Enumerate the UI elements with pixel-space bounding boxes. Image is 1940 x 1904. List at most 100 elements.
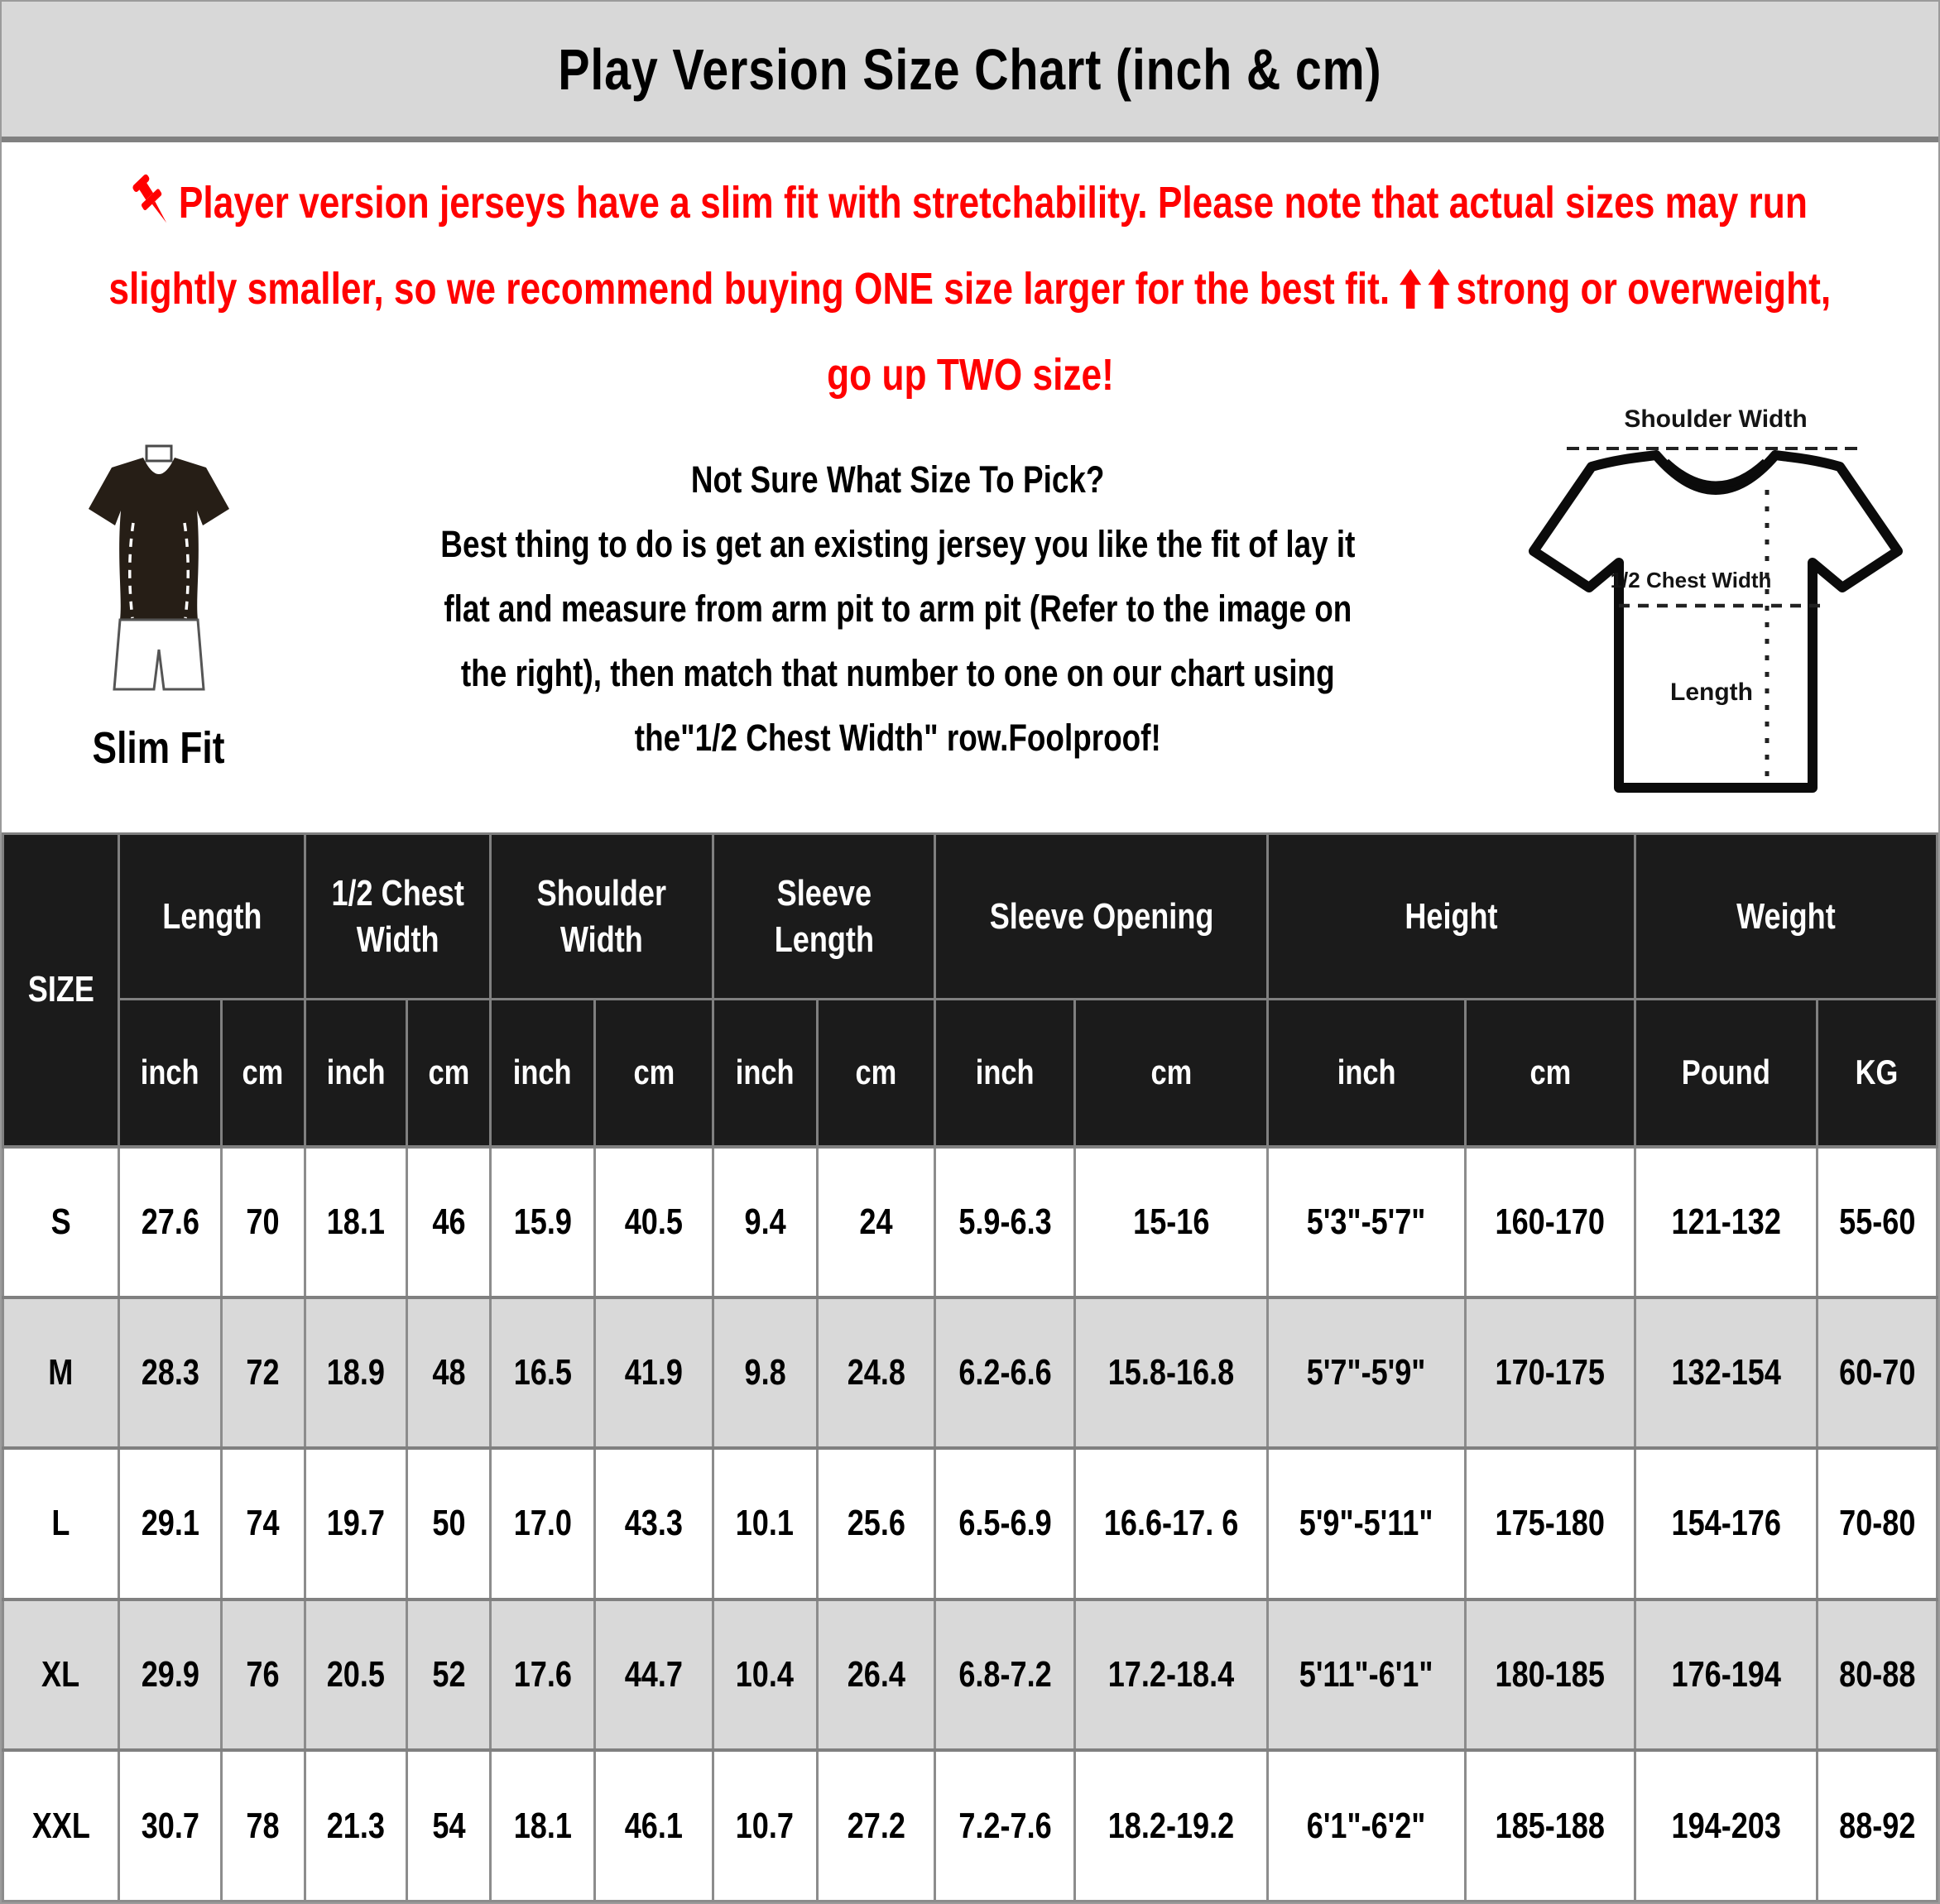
value-cell: 132-154 xyxy=(1634,1296,1818,1450)
table-row: XXL 30.7 78 21.3 54 18.1 46.1 10.7 27.2 7.2-7.6 18… xyxy=(2,1748,1938,1902)
cell-value: 30.7 xyxy=(141,1805,199,1846)
table-row: S 27.6 70 18.1 46 15.9 40.5 9.4 24 5.9-6.3 15-16 5'… xyxy=(2,1144,1938,1299)
cell-value: 16.6-17. 6 xyxy=(1103,1503,1239,1544)
value-cell: 70-80 xyxy=(1815,1446,1938,1601)
cell-value: 9.4 xyxy=(744,1201,786,1242)
cell-value: 180-185 xyxy=(1495,1653,1606,1695)
cell-value: M xyxy=(48,1352,74,1393)
size-cell: M xyxy=(2,1296,121,1450)
cell-value: 24 xyxy=(859,1201,893,1242)
value-cell: 18.9 xyxy=(303,1296,409,1450)
value-cell: 5.9-6.3 xyxy=(934,1144,1076,1299)
cell-value: 26.4 xyxy=(847,1653,905,1695)
value-cell: 15-16 xyxy=(1073,1144,1270,1299)
cell-value: 78 xyxy=(246,1805,280,1846)
value-cell: 78 xyxy=(220,1748,306,1902)
value-cell: 48 xyxy=(406,1296,492,1450)
unit-label: inch xyxy=(735,1053,795,1092)
cell-value: 41.9 xyxy=(624,1352,683,1393)
shoulder-width-label: Shoulder Width xyxy=(1624,405,1807,433)
value-cell: 80-88 xyxy=(1815,1598,1938,1752)
value-cell: 10.4 xyxy=(711,1598,819,1752)
value-cell: 20.5 xyxy=(303,1598,409,1752)
slim-fit-label: Slim Fit xyxy=(93,723,225,773)
cell-value: 52 xyxy=(432,1653,466,1695)
unit-header-cell: inch xyxy=(934,998,1076,1148)
value-cell: 60-70 xyxy=(1815,1296,1938,1450)
unit-header-cell: cm xyxy=(1073,998,1270,1148)
unit-label: cm xyxy=(1529,1053,1571,1092)
group-header-half-chest-width: 1/2 Chest Width xyxy=(303,832,492,1000)
cell-value: 46.1 xyxy=(624,1805,683,1846)
cell-value: 44.7 xyxy=(624,1653,683,1695)
notice-text: go up TWO size! xyxy=(826,350,1114,400)
page-title: Play Version Size Chart (inch & cm) xyxy=(558,36,1382,102)
value-cell: 30.7 xyxy=(118,1748,223,1902)
cell-value: 154-176 xyxy=(1671,1503,1781,1544)
cell-value: 6'1"-6'2" xyxy=(1307,1805,1426,1846)
size-cell: XXL xyxy=(2,1748,121,1902)
cell-value: 18.9 xyxy=(326,1352,386,1393)
cell-value: 121-132 xyxy=(1671,1201,1781,1242)
value-cell: 5'11"-6'1" xyxy=(1266,1598,1467,1752)
cell-value: 20.5 xyxy=(326,1653,386,1695)
cell-value: 24.8 xyxy=(847,1352,905,1393)
unit-label: cm xyxy=(428,1053,470,1092)
unit-header-cell: inch xyxy=(488,998,597,1148)
cell-value: 15-16 xyxy=(1132,1201,1210,1242)
value-cell: 54 xyxy=(406,1748,492,1902)
value-cell: 52 xyxy=(406,1598,492,1752)
unit-header-cell: inch xyxy=(303,998,409,1148)
unit-label: inch xyxy=(141,1053,200,1092)
value-cell: 121-132 xyxy=(1634,1144,1818,1299)
value-cell: 19.7 xyxy=(303,1446,409,1601)
cell-value: 29.9 xyxy=(141,1653,199,1695)
value-cell: 46 xyxy=(406,1144,492,1299)
value-cell: 46.1 xyxy=(593,1748,714,1902)
cell-value: 6.8-7.2 xyxy=(958,1653,1052,1695)
value-cell: 7.2-7.6 xyxy=(934,1748,1076,1902)
cell-value: 194-203 xyxy=(1671,1805,1781,1846)
group-header-weight: Weight xyxy=(1634,832,1938,1000)
group-label: Sleeve Length xyxy=(774,872,874,960)
cell-value: 50 xyxy=(432,1503,466,1544)
notice-line-2: slightly smaller, so we recommend buying… xyxy=(109,261,1832,316)
cell-value: 60-70 xyxy=(1838,1352,1916,1393)
unit-header-cell: cm xyxy=(406,998,492,1148)
unit-label: Pound xyxy=(1682,1053,1771,1092)
guide-line: the"1/2 Chest Width" row.Foolproof! xyxy=(635,717,1161,759)
cell-value: 88-92 xyxy=(1838,1805,1916,1846)
cell-value: 80-88 xyxy=(1838,1653,1916,1695)
value-cell: 170-175 xyxy=(1463,1296,1637,1450)
cell-value: 16.5 xyxy=(513,1352,572,1393)
value-cell: 27.6 xyxy=(118,1144,223,1299)
cell-value: 72 xyxy=(246,1352,280,1393)
unit-label: inch xyxy=(1337,1053,1396,1092)
cell-value: 18.1 xyxy=(513,1805,572,1846)
table-row: M 28.3 72 18.9 48 16.5 41.9 9.8 24.8 6.2-6.6 15.8-… xyxy=(2,1296,1938,1450)
unit-header-cell: cm xyxy=(1463,998,1637,1148)
cell-value: 18.2-19.2 xyxy=(1107,1805,1235,1846)
value-cell: 6'1"-6'2" xyxy=(1266,1748,1467,1902)
cell-value: 17.0 xyxy=(513,1503,572,1544)
value-cell: 180-185 xyxy=(1463,1598,1637,1752)
value-cell: 29.9 xyxy=(118,1598,223,1752)
unit-label: KG xyxy=(1856,1053,1899,1092)
value-cell: 72 xyxy=(220,1296,306,1450)
slim-fit-block: Slim Fit xyxy=(35,444,283,774)
table-row: L 29.1 74 19.7 50 17.0 43.3 10.1 25.6 6.5-6.9 16.6… xyxy=(2,1446,1938,1601)
group-label: 1/2 Chest Width xyxy=(331,872,464,960)
unit-label: inch xyxy=(326,1053,386,1092)
size-header-cell: SIZE xyxy=(2,832,121,1148)
value-cell: 10.1 xyxy=(711,1446,819,1601)
cell-value: 21.3 xyxy=(326,1805,386,1846)
cell-value: 10.1 xyxy=(736,1503,795,1544)
measure-diagram-block: Shoulder Width 1/2 Chest Width Length xyxy=(1513,400,1927,818)
notice-line-3: go up TWO size! xyxy=(827,348,1114,402)
unit-label: cm xyxy=(632,1053,675,1092)
cell-value: 132-154 xyxy=(1671,1352,1781,1393)
value-cell: 6.8-7.2 xyxy=(934,1598,1076,1752)
cell-value: 5.9-6.3 xyxy=(958,1201,1052,1242)
cell-value: 74 xyxy=(246,1503,280,1544)
group-label: Length xyxy=(161,895,262,937)
